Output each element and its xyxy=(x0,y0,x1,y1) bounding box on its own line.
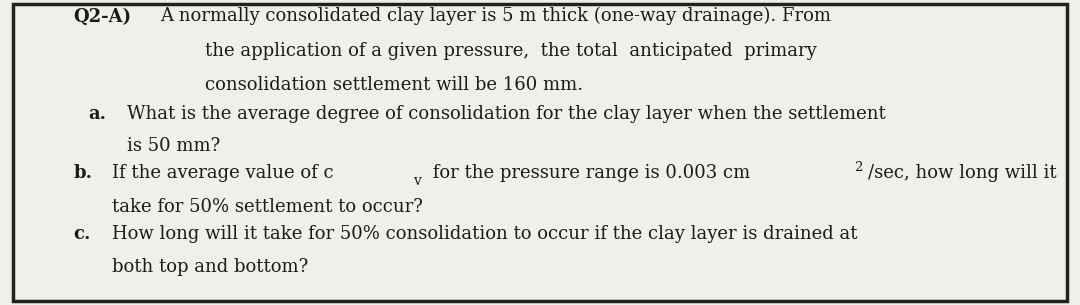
Text: consolidation settlement will be 160 mm.: consolidation settlement will be 160 mm. xyxy=(205,77,583,95)
Text: What is the average degree of consolidation for the clay layer when the settleme: What is the average degree of consolidat… xyxy=(127,105,887,123)
Text: for the pressure range is 0.003 cm: for the pressure range is 0.003 cm xyxy=(427,164,750,182)
Text: take for 50% settlement to occur?: take for 50% settlement to occur? xyxy=(112,199,423,217)
Text: a.: a. xyxy=(89,105,107,123)
Text: 2: 2 xyxy=(854,161,863,174)
Text: c.: c. xyxy=(73,225,91,243)
Text: both top and bottom?: both top and bottom? xyxy=(112,258,309,276)
Text: A normally consolidated clay layer is 5 m thick (one-way drainage). From: A normally consolidated clay layer is 5 … xyxy=(160,7,831,25)
Text: is 50 mm?: is 50 mm? xyxy=(127,138,220,156)
Text: the application of a given pressure,  the total  anticipated  primary: the application of a given pressure, the… xyxy=(205,42,816,60)
Text: /sec, how long will it: /sec, how long will it xyxy=(868,164,1057,182)
Text: How long will it take for 50% consolidation to occur if the clay layer is draine: How long will it take for 50% consolidat… xyxy=(112,225,858,243)
Text: Q2-A): Q2-A) xyxy=(73,7,132,25)
Text: If the average value of c: If the average value of c xyxy=(112,164,334,182)
Text: v: v xyxy=(413,174,420,188)
Text: b.: b. xyxy=(73,164,93,182)
